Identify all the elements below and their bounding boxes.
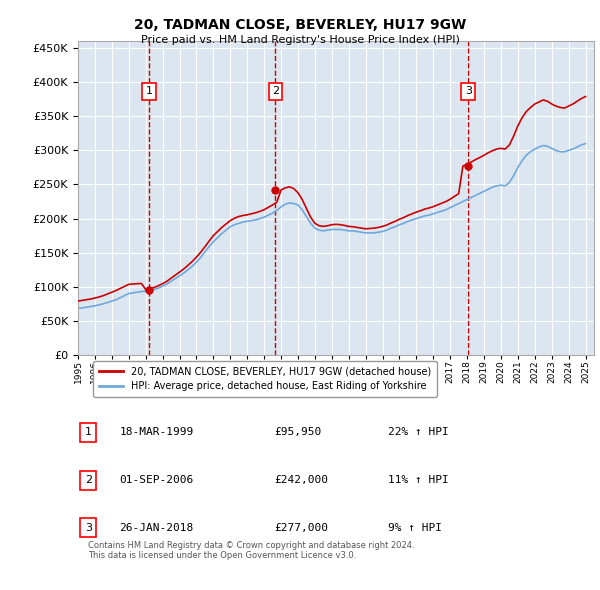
Text: 9% ↑ HPI: 9% ↑ HPI [388,523,442,533]
Text: £242,000: £242,000 [274,475,328,485]
Text: 20, TADMAN CLOSE, BEVERLEY, HU17 9GW: 20, TADMAN CLOSE, BEVERLEY, HU17 9GW [134,18,466,32]
Text: 26-JAN-2018: 26-JAN-2018 [119,523,194,533]
Text: £277,000: £277,000 [274,523,328,533]
Text: 1: 1 [85,427,92,437]
Text: Contains HM Land Registry data © Crown copyright and database right 2024.
This d: Contains HM Land Registry data © Crown c… [88,540,415,560]
Text: 2: 2 [85,475,92,485]
Text: 11% ↑ HPI: 11% ↑ HPI [388,475,448,485]
Text: 01-SEP-2006: 01-SEP-2006 [119,475,194,485]
Text: 2: 2 [272,87,279,97]
Text: 3: 3 [85,523,92,533]
Text: 3: 3 [465,87,472,97]
Text: 18-MAR-1999: 18-MAR-1999 [119,427,194,437]
Text: 1: 1 [146,87,153,97]
Text: Price paid vs. HM Land Registry's House Price Index (HPI): Price paid vs. HM Land Registry's House … [140,35,460,45]
Text: £95,950: £95,950 [274,427,322,437]
Text: 22% ↑ HPI: 22% ↑ HPI [388,427,448,437]
Legend: 20, TADMAN CLOSE, BEVERLEY, HU17 9GW (detached house), HPI: Average price, detac: 20, TADMAN CLOSE, BEVERLEY, HU17 9GW (de… [93,360,437,397]
